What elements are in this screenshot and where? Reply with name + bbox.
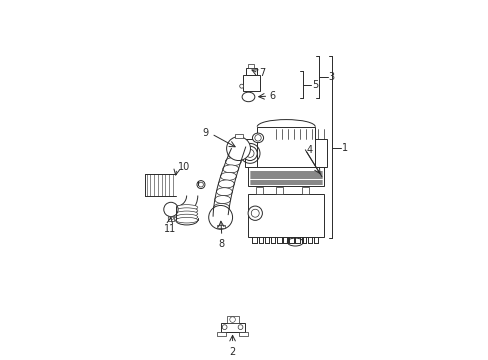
Ellipse shape <box>175 208 197 213</box>
Bar <box>248 194 324 237</box>
Text: 2: 2 <box>229 347 235 357</box>
Ellipse shape <box>175 205 197 210</box>
Bar <box>275 187 282 194</box>
Bar <box>216 225 224 228</box>
Ellipse shape <box>214 195 230 203</box>
Ellipse shape <box>220 172 236 180</box>
Ellipse shape <box>252 133 263 143</box>
Circle shape <box>239 84 243 88</box>
Ellipse shape <box>223 165 238 173</box>
Circle shape <box>226 137 250 161</box>
Ellipse shape <box>242 92 254 102</box>
Circle shape <box>198 182 203 187</box>
Bar <box>242 76 260 91</box>
Text: 11: 11 <box>163 224 176 234</box>
Text: 1: 1 <box>341 143 347 153</box>
Bar <box>217 332 226 336</box>
Ellipse shape <box>212 211 228 219</box>
Ellipse shape <box>175 211 197 217</box>
Bar <box>245 139 326 167</box>
Bar <box>245 68 256 76</box>
Circle shape <box>171 217 173 219</box>
Text: 10: 10 <box>177 162 189 172</box>
Circle shape <box>163 202 178 217</box>
Ellipse shape <box>175 217 197 223</box>
Text: 3: 3 <box>328 72 334 82</box>
Ellipse shape <box>225 158 241 166</box>
Bar <box>168 216 173 221</box>
Circle shape <box>168 217 170 219</box>
Circle shape <box>238 325 243 329</box>
Circle shape <box>222 325 226 329</box>
Circle shape <box>245 149 254 157</box>
Ellipse shape <box>230 143 246 153</box>
Bar <box>239 332 247 336</box>
Bar <box>220 323 244 332</box>
Ellipse shape <box>287 238 303 246</box>
Text: 8: 8 <box>218 239 224 249</box>
Ellipse shape <box>218 180 234 188</box>
Circle shape <box>254 135 261 141</box>
Bar <box>226 316 238 323</box>
Bar <box>255 187 262 194</box>
Ellipse shape <box>197 181 204 189</box>
Ellipse shape <box>227 150 244 158</box>
Text: 7: 7 <box>259 68 265 78</box>
Circle shape <box>229 317 235 322</box>
Text: 4: 4 <box>305 145 312 155</box>
Bar <box>302 187 309 194</box>
Text: 9: 9 <box>202 128 208 138</box>
Bar <box>257 127 315 167</box>
Ellipse shape <box>213 203 229 211</box>
Bar <box>248 167 324 186</box>
Circle shape <box>208 206 232 229</box>
Bar <box>247 64 254 68</box>
Text: 5: 5 <box>311 80 318 90</box>
Circle shape <box>251 209 259 217</box>
Ellipse shape <box>175 214 197 220</box>
Text: 6: 6 <box>268 91 275 101</box>
Ellipse shape <box>230 144 246 152</box>
Ellipse shape <box>243 146 257 161</box>
Bar <box>234 134 242 138</box>
Ellipse shape <box>247 206 262 220</box>
Ellipse shape <box>216 188 232 196</box>
Ellipse shape <box>212 213 228 222</box>
